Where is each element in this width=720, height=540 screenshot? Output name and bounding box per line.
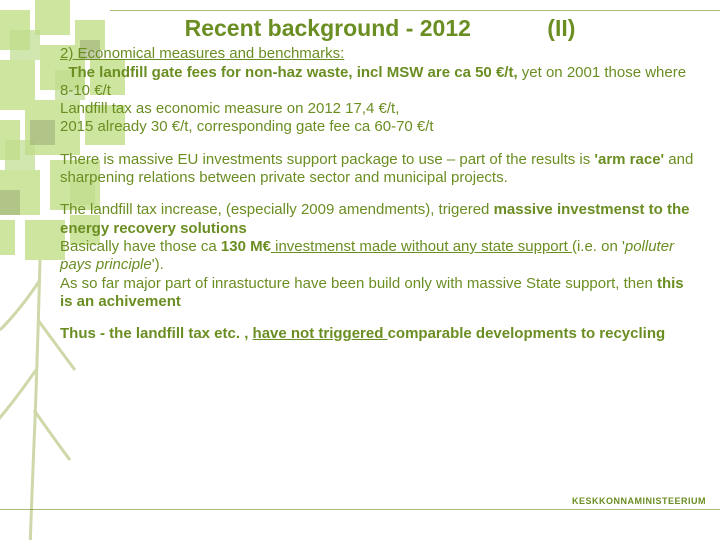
p2-a: There is massive EU investments support … [60, 151, 594, 168]
p3-f: (i.e. on ' [572, 238, 625, 255]
top-divider [110, 10, 720, 11]
p3-c: Basically have those ca [60, 238, 221, 255]
paragraph-4: Thus - the landfill tax etc. , have not … [60, 325, 700, 343]
p4-c: comparable developments to recycling [388, 325, 666, 342]
slide-title: Recent background - 2012 (II) [60, 16, 700, 41]
p3-a: The landfill tax increase, (especially 2… [60, 201, 494, 218]
paragraph-2: There is massive EU investments support … [60, 151, 700, 188]
p3-h: '). [152, 256, 164, 273]
title-main: Recent background - 2012 [185, 15, 471, 41]
bottom-divider [0, 509, 720, 510]
p3-i: As so far major part of inrastucture hav… [60, 275, 657, 292]
p4-b: have not triggered [253, 325, 388, 342]
p1-line3: 2015 already 30 €/t, corresponding gate … [60, 118, 434, 135]
paragraph-1: 2) Economical measures and benchmarks: T… [60, 45, 700, 136]
ministry-label: KESKKONNAMINISTEERIUM [572, 496, 706, 506]
section-heading: 2) Economical measures and benchmarks: [60, 45, 344, 62]
p1-line2: Landfill tax as economic measure on 2012… [60, 100, 399, 117]
p4-a: Thus - the landfill tax etc. , [60, 325, 253, 342]
p1-bold: The landfill gate fees for non-haz waste… [68, 64, 517, 81]
slide-content: Recent background - 2012 (II) 2) Economi… [60, 16, 700, 357]
p3-e: investmenst made without any state suppo… [271, 238, 572, 255]
p3-d: 130 M€ [221, 238, 271, 255]
p2-b: 'arm race' [594, 151, 664, 168]
paragraph-3: The landfill tax increase, (especially 2… [60, 201, 700, 311]
title-part: (II) [547, 15, 575, 41]
